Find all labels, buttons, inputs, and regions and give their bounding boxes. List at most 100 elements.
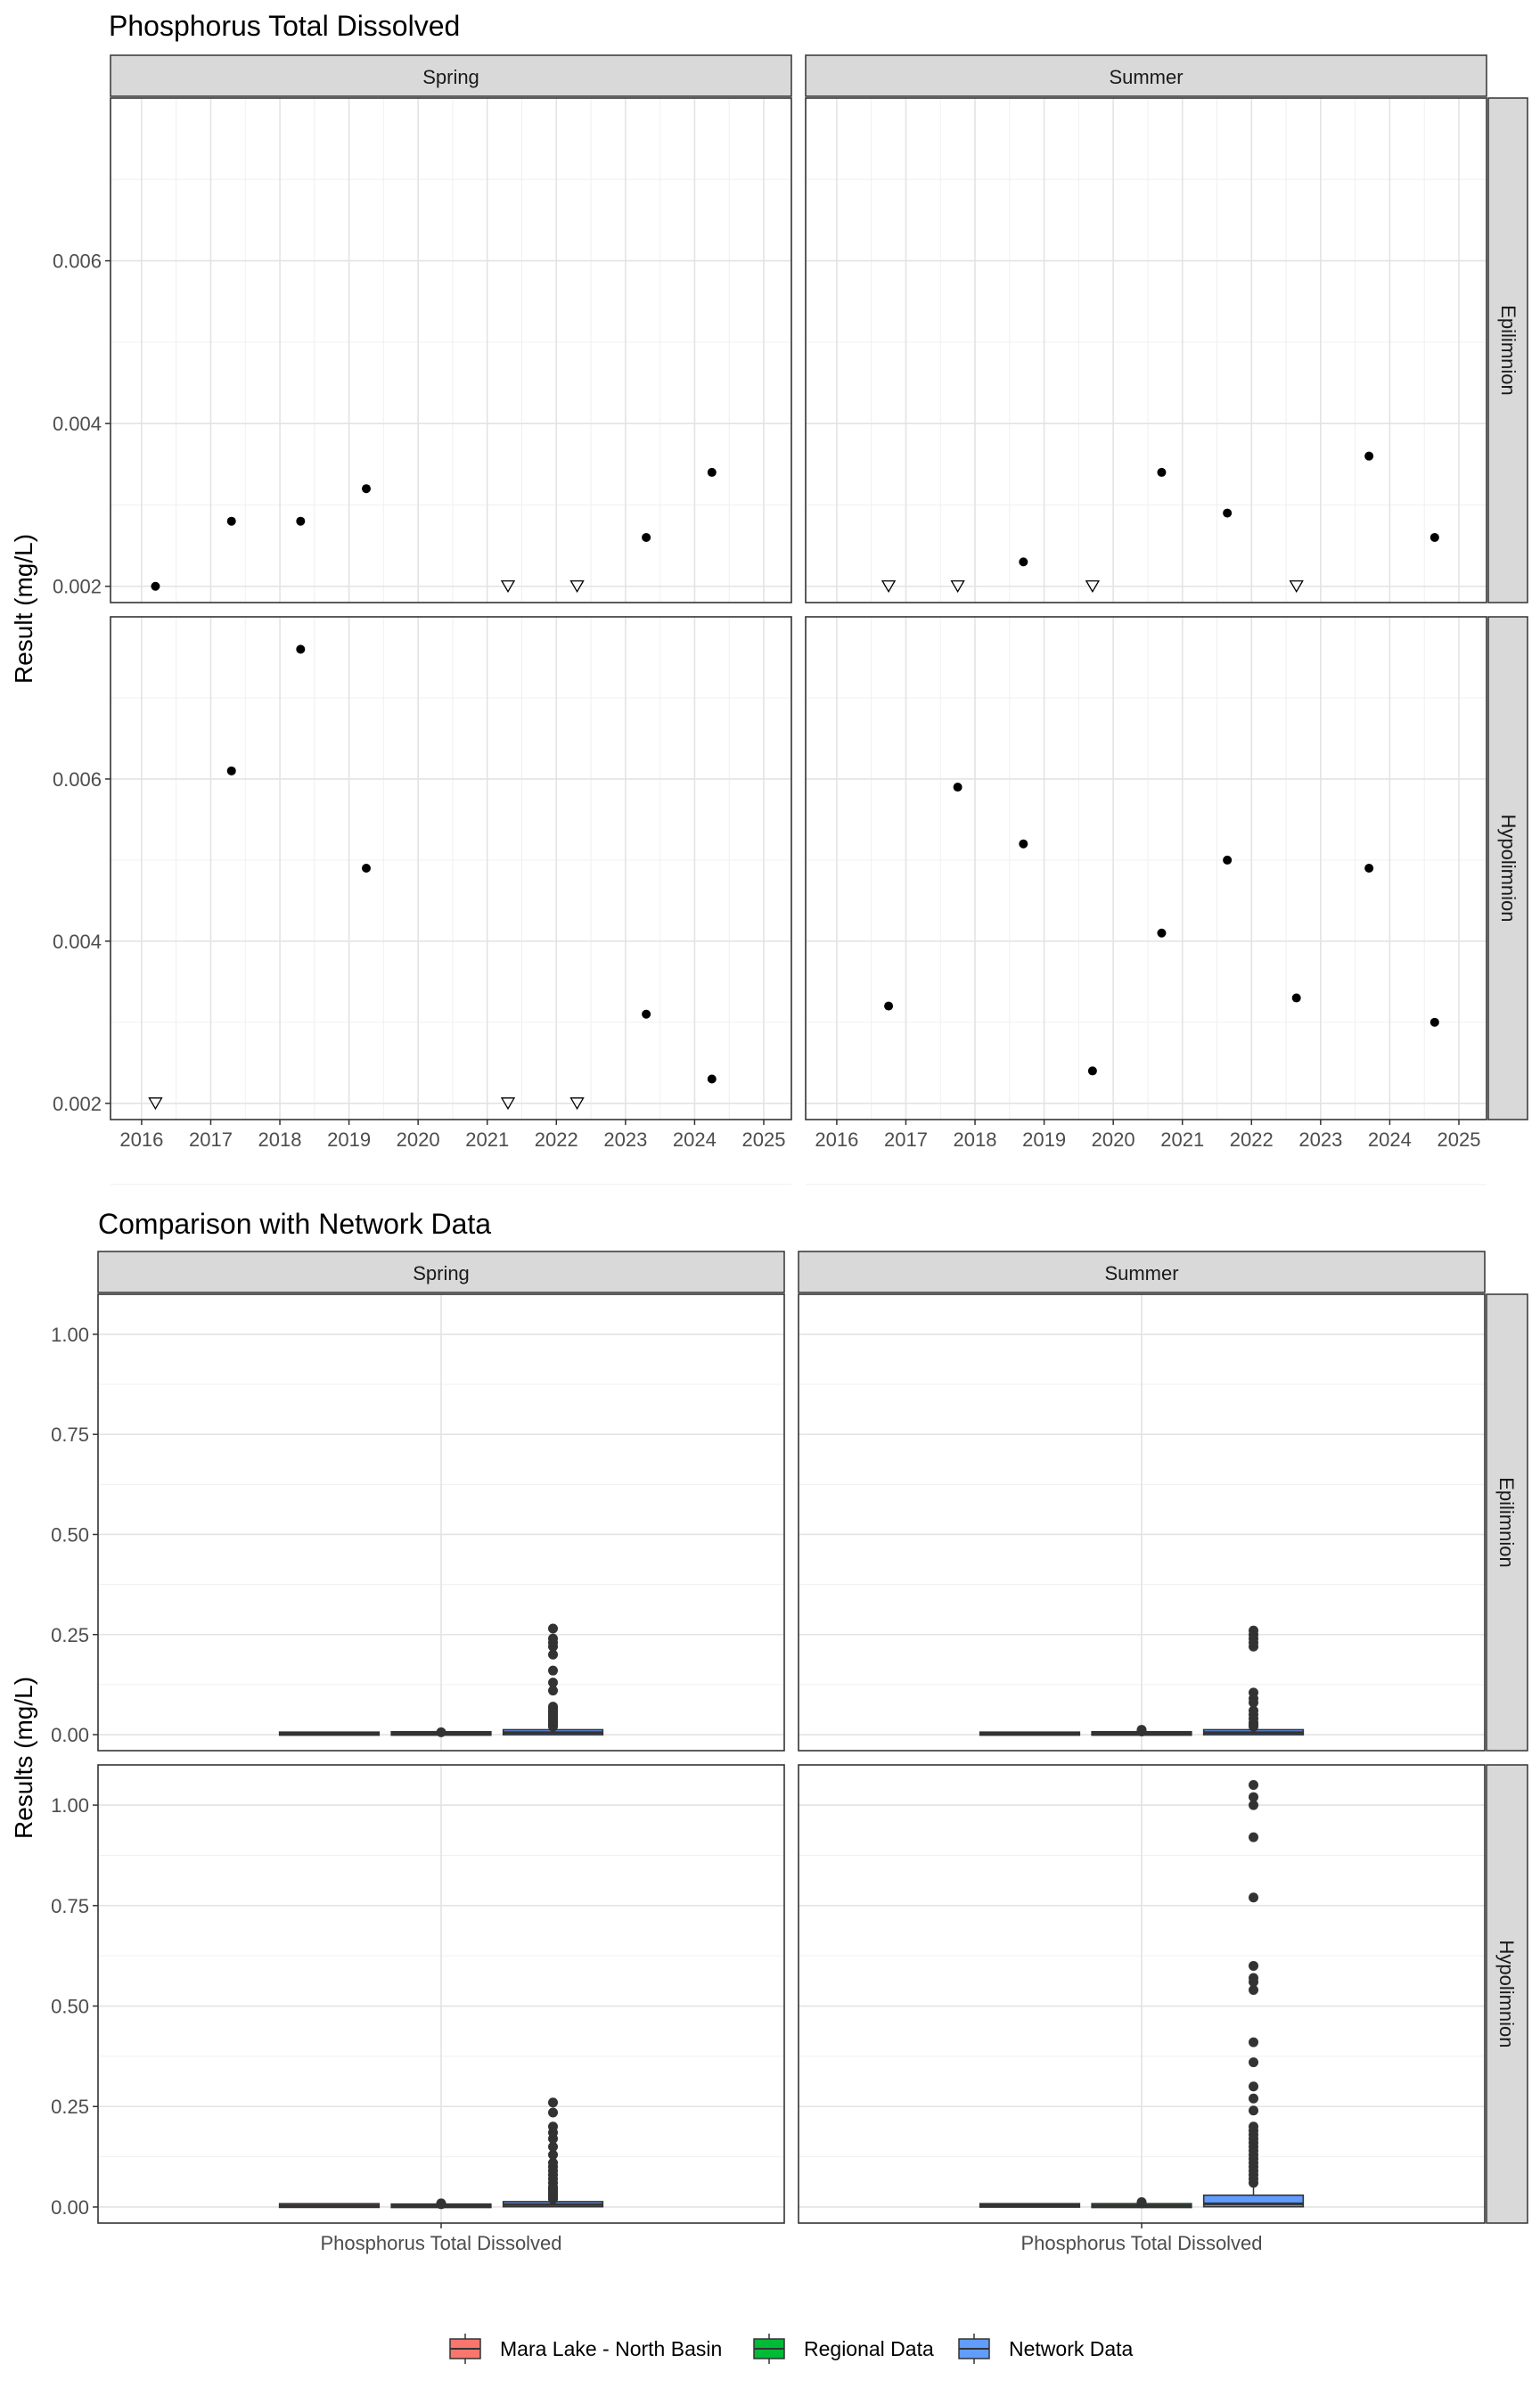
box-outlier (1249, 1800, 1259, 1810)
data-point (642, 1009, 651, 1019)
x-tick-label: 2023 (603, 1128, 647, 1151)
box-outlier (1249, 1832, 1259, 1842)
legend-item-mara-lake-north-basin: Mara Lake - North Basin (449, 2334, 722, 2364)
facet-label-hypolimnion: Hypolimnion (1495, 1940, 1518, 2047)
x-tick-label: 2019 (1022, 1128, 1066, 1151)
box-outlier (548, 1649, 559, 1660)
x-tick-label: 2021 (1160, 1128, 1204, 1151)
box-outlier (548, 2149, 559, 2160)
data-point (226, 516, 236, 526)
box-network-data (502, 2097, 604, 2208)
x-tick-label: 2020 (1092, 1128, 1135, 1151)
legend-label: Mara Lake - North Basin (500, 2337, 722, 2360)
box-outlier (548, 2097, 559, 2108)
y-tick-label: 0.002 (53, 576, 102, 598)
data-point (361, 484, 371, 494)
facet-label-spring: Spring (413, 1262, 470, 1284)
box-regional-data (1091, 1725, 1192, 1736)
y-tick-label: 0.004 (53, 413, 102, 435)
facet-label-hypolimnion: Hypolimnion (1497, 814, 1520, 922)
data-point (642, 532, 651, 542)
box-outlier (1249, 1705, 1259, 1716)
data-point (707, 467, 717, 477)
y-tick-label: 0.006 (53, 250, 102, 273)
x-tick-label: 2025 (1437, 1128, 1480, 1151)
data-point (1157, 467, 1167, 477)
data-point (707, 1074, 717, 1084)
data-point (1429, 1017, 1439, 1027)
box-regional-data (390, 1727, 492, 1737)
box-outlier (1249, 1973, 1259, 1983)
panel-spring-epilimnion: 0.00 0.25 0.50 0.75 1.00 (51, 1293, 785, 1752)
x-tick-label: 2024 (673, 1128, 717, 1151)
box-outlier (1249, 1625, 1259, 1636)
x-tick-label: 2022 (535, 1128, 578, 1151)
panel-background (111, 98, 791, 603)
panel-spring-hypolimnion: 0.002 0.004 0.006 2016 2017 2018 2019 2020 2021 2… (53, 616, 792, 1186)
data-point (296, 644, 306, 654)
x-tick-label: 2019 (327, 1128, 371, 1151)
y-tick-label: 0.75 (51, 1424, 89, 1446)
box-outlier (548, 2107, 559, 2118)
box-outlier (1136, 1725, 1147, 1735)
box-outlier (548, 1702, 559, 1712)
data-point (1019, 839, 1028, 849)
y-tick-label: 1.00 (51, 1324, 89, 1346)
y-axis-title: Result (mg/L) (10, 534, 37, 684)
y-tick-label: 0.004 (53, 931, 102, 953)
boxplot-chart: Comparison with Network Data Spring Summer… (10, 1208, 1528, 2364)
data-point (296, 516, 306, 526)
y-tick-label: 0.50 (51, 1523, 89, 1546)
panel-border (805, 616, 1487, 1120)
box-outlier (548, 1678, 559, 1688)
x-tick-label: 2017 (884, 1128, 928, 1151)
y-tick-label: 0.00 (51, 2196, 89, 2219)
box-outlier (1249, 2121, 1259, 2132)
facet-strip-hypolimnion (1487, 616, 1528, 1120)
below-detection-point (881, 580, 897, 594)
panel-spring-epilimnion: 0.002 0.004 0.006 (53, 97, 792, 669)
box-outlier (1249, 1892, 1259, 1903)
facet-label-spring: Spring (422, 66, 479, 88)
data-point (226, 766, 236, 775)
chart-title: Phosphorus Total Dissolved (109, 10, 460, 42)
scatter-chart: Phosphorus Total Dissolved Spring Summer Ep… (10, 10, 1528, 1186)
panel-summer-epilimnion (805, 97, 1487, 669)
panel-summer-epilimnion (798, 1293, 1486, 1752)
box-outlier (1249, 2037, 1259, 2047)
facet-label-summer: Summer (1104, 1262, 1178, 1284)
panel-border (110, 616, 792, 1120)
box-outlier (548, 1686, 559, 1696)
legend: Mara Lake - North Basin Regional Data Netw… (449, 2334, 1134, 2364)
below-detection-point (569, 1097, 585, 1111)
facet-label-summer: Summer (1109, 66, 1183, 88)
y-tick-label: 1.00 (51, 1794, 89, 1817)
facet-label-epilimnion: Epilimnion (1495, 1477, 1518, 1568)
facet-label-epilimnion: Epilimnion (1497, 305, 1520, 396)
facet-strip-summer (805, 54, 1487, 97)
legend-item-regional-data: Regional Data (753, 2334, 934, 2364)
box-outlier (1136, 2197, 1147, 2208)
y-tick-label: 0.50 (51, 1996, 89, 2018)
data-point (1157, 928, 1167, 938)
x-tick-label: 2016 (815, 1128, 858, 1151)
box-mara-lake-north-basin (278, 1731, 381, 1736)
y-tick-label: 0.00 (51, 1724, 89, 1746)
below-detection-point (1289, 580, 1304, 594)
data-point (1364, 451, 1374, 461)
below-detection-point (569, 580, 585, 594)
x-tick-label: 2017 (189, 1128, 233, 1151)
facet-strip-epilimnion (1486, 1293, 1528, 1752)
data-point (1019, 557, 1028, 567)
box-outlier (436, 1727, 446, 1737)
box-network-data (502, 1623, 604, 1735)
facet-strip-epilimnion (1487, 97, 1528, 603)
box-network-data (1202, 1625, 1305, 1735)
box-outlier (1249, 1984, 1259, 1995)
box-regional-data (1091, 2197, 1192, 2209)
y-tick-label: 0.002 (53, 1093, 102, 1115)
below-detection-point (950, 580, 965, 594)
x-tick-label: 2024 (1368, 1128, 1412, 1151)
box-outlier (548, 1665, 559, 1676)
x-tick-label: 2025 (741, 1128, 785, 1151)
